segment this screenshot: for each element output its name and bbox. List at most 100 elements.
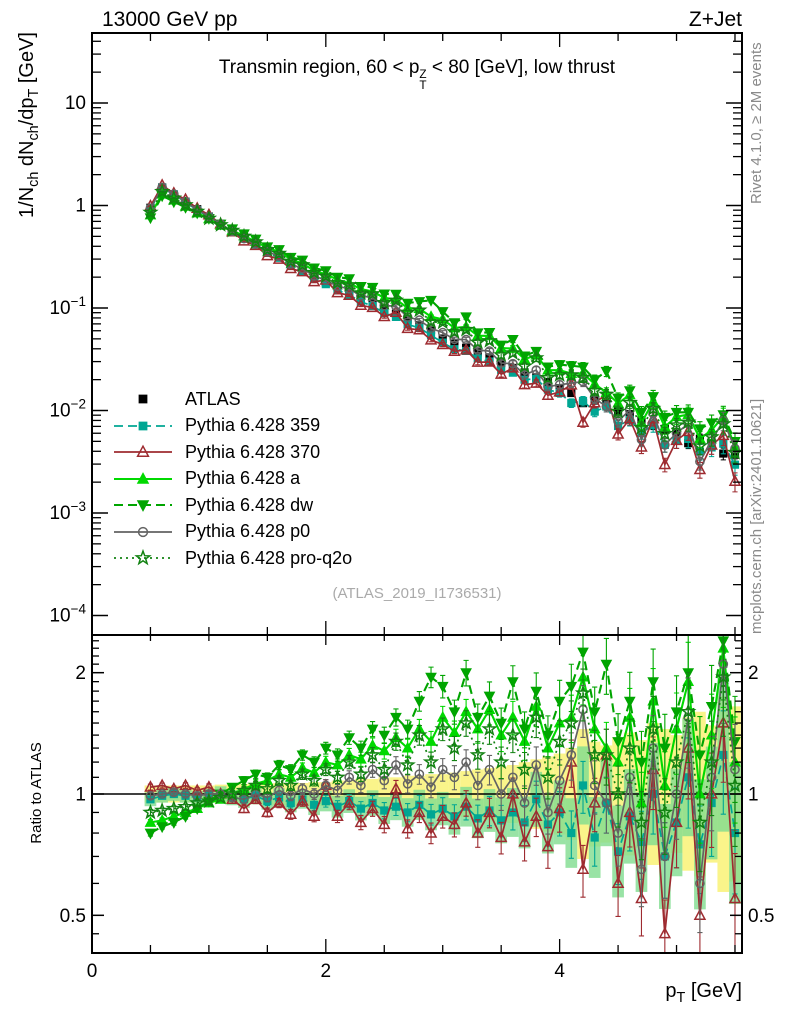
tick-label: 2 (748, 663, 759, 684)
data-point-marker (343, 733, 356, 745)
data-point-marker (227, 226, 238, 237)
data-point-marker (425, 672, 437, 684)
data-point-marker (612, 737, 624, 748)
legend-item-p359: Pythia 6.428 359 (112, 413, 352, 440)
data-point-marker (574, 684, 592, 701)
data-point-marker (224, 785, 241, 802)
data-point-marker (481, 332, 498, 348)
data-point-marker (518, 377, 531, 390)
data-point-marker (530, 686, 543, 698)
tick-label: 1 (75, 196, 86, 217)
data-point-marker (282, 252, 299, 269)
data-point-marker (437, 327, 448, 338)
data-point-marker (448, 344, 461, 356)
data-point-marker (261, 805, 274, 818)
data-point-marker (235, 781, 253, 798)
data-point-marker (402, 778, 413, 789)
tick-label: 2 (75, 663, 86, 684)
data-point-marker (142, 203, 159, 220)
data-point-marker (542, 730, 554, 742)
data-point-marker (259, 241, 276, 257)
data-point-marker (167, 818, 180, 829)
legend-marker-pp0 (114, 526, 172, 537)
data-point-marker (504, 344, 522, 361)
data-point-marker (621, 393, 639, 410)
data-point-marker (436, 809, 449, 822)
data-point-marker (367, 764, 378, 775)
data-point-marker (670, 707, 683, 719)
data-point-marker (541, 388, 555, 400)
data-point-marker (691, 437, 709, 454)
legend-item-atlas: ATLAS (112, 386, 352, 413)
data-point-marker (136, 500, 150, 513)
data-point-marker (425, 735, 437, 746)
data-point-marker (516, 357, 533, 374)
data-point-marker (504, 726, 522, 743)
legend-marker-pdw (114, 500, 172, 513)
data-point-marker (270, 771, 288, 788)
ratio-axis-title: Ratio to ATLAS (28, 742, 45, 844)
label-segment: Transmin region, 60 < p (218, 57, 420, 78)
data-point-marker (507, 677, 519, 689)
data-point-marker (728, 891, 742, 904)
data-point-marker (320, 780, 331, 791)
data-point-marker (284, 765, 297, 776)
analysis-watermark: (ATLAS_2019_I1736531) (332, 585, 502, 602)
rivet-version-note: Rivet 4.1.0, ≥ 2M events (748, 42, 765, 204)
data-point-marker (574, 368, 592, 385)
data-point-marker (703, 753, 720, 770)
data-point-marker (601, 401, 612, 412)
data-point-marker (366, 724, 379, 736)
data-point-marker (576, 862, 590, 875)
series-pq2o-main (142, 182, 742, 464)
data-point-marker (492, 346, 510, 363)
data-point-marker (376, 760, 393, 777)
data-point-marker (623, 696, 636, 708)
data-point-marker (471, 826, 485, 838)
data-point-marker (305, 771, 323, 788)
data-point-marker (588, 375, 601, 387)
data-point-marker (553, 384, 566, 397)
data-point-marker (508, 808, 517, 817)
data-point-marker (658, 926, 672, 939)
data-point-marker (317, 267, 335, 284)
data-point-marker (492, 753, 510, 770)
data-point-marker (389, 781, 403, 794)
data-point-marker (461, 757, 471, 767)
data-point-marker (598, 385, 615, 402)
data-point-marker (519, 369, 530, 380)
data-point-marker (319, 743, 332, 755)
data-point-marker (715, 415, 732, 431)
data-point-marker (635, 407, 648, 419)
data-point-marker (401, 741, 414, 753)
data-point-marker (331, 285, 344, 298)
data-point-marker (566, 750, 577, 760)
data-point-marker (600, 366, 613, 378)
data-point-marker (553, 360, 566, 372)
data-point-marker (484, 764, 495, 775)
data-point-marker (483, 805, 496, 818)
data-point-marker (459, 795, 473, 808)
data-point-marker (609, 402, 627, 419)
data-point-marker (484, 346, 495, 356)
data-point-marker (495, 718, 508, 730)
beam-energy-label: 13000 GeV pp (102, 8, 238, 31)
legend-marker-pa (114, 471, 172, 484)
data-point-marker (177, 798, 194, 814)
data-point-marker (554, 379, 565, 390)
data-point-marker (590, 407, 599, 416)
data-point-marker (567, 828, 576, 838)
data-point-marker (658, 457, 672, 470)
data-point-marker (679, 413, 697, 430)
data-point-marker (294, 765, 311, 782)
data-point-marker (403, 808, 412, 817)
series-pq2o-ratio (142, 635, 742, 873)
data-point-marker (577, 647, 589, 659)
legend-item-pdw: Pythia 6.428 dw (112, 492, 352, 519)
data-point-marker (705, 418, 718, 430)
axis-ticks (91, 33, 742, 953)
data-point-marker (329, 768, 346, 785)
data-point-marker (272, 795, 286, 808)
data-point-marker (424, 332, 438, 345)
